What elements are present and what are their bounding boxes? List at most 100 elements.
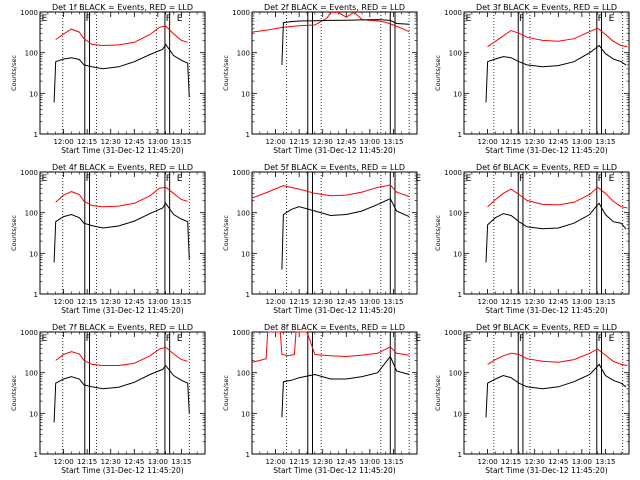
- events-series-line: [281, 355, 410, 418]
- events-series-line: [485, 202, 627, 263]
- panel-det-6: Det 6f BLACK = Events, RED = LLD 1 10 100 10…: [434, 163, 630, 315]
- x-tick-label: 12:00: [477, 298, 497, 306]
- x-tick-label: 12:15: [501, 458, 521, 466]
- x-tick-label: 12:00: [265, 298, 285, 306]
- interval-marker-e: E: [415, 334, 421, 344]
- x-axis-label: Start Time (31-Dec-12 11:45:20): [273, 306, 395, 315]
- y-tick-label: 1000: [444, 169, 462, 177]
- panel-title: Det 8f BLACK = Events, RED = LLD: [264, 323, 405, 332]
- y-tick-label: 1: [34, 291, 38, 299]
- lld-series-line: [251, 331, 410, 363]
- x-tick-label: 13:00: [148, 458, 168, 466]
- x-tick-label: 12:30: [313, 458, 333, 466]
- panel-title: Det 3f BLACK = Events, RED = LLD: [476, 3, 617, 12]
- x-tick-label: 12:15: [77, 458, 97, 466]
- events-series-line: [281, 19, 410, 65]
- x-tick-label: 12:30: [525, 458, 545, 466]
- panel-det-7: Det 7f BLACK = Events, RED = LLD 1 10 100 10…: [10, 323, 206, 475]
- x-tick-label: 13:00: [148, 138, 168, 146]
- x-tick-label: 13:00: [148, 298, 168, 306]
- y-tick-label: 10: [29, 250, 38, 258]
- panel-title: Det 1f BLACK = Events, RED = LLD: [52, 3, 193, 12]
- interval-marker-f: F: [519, 174, 524, 184]
- x-tick-label: 12:45: [336, 138, 356, 146]
- y-axis-label: Counts/sec: [434, 215, 442, 251]
- panel-det-8: Det 8f BLACK = Events, RED = LLD 1 10 100 10…: [222, 323, 421, 475]
- x-tick-label: 12:00: [53, 298, 73, 306]
- x-axis-label: Start Time (31-Dec-12 11:45:20): [273, 146, 395, 155]
- x-axis-label: Start Time (31-Dec-12 11:45:20): [485, 306, 607, 315]
- interval-marker-e: E: [609, 334, 615, 344]
- x-tick-label: 13:00: [572, 138, 592, 146]
- y-axis-label: Counts/sec: [222, 215, 230, 251]
- x-tick-label: 13:00: [360, 298, 380, 306]
- y-tick-label: 100: [237, 50, 250, 58]
- x-tick-label: 12:45: [548, 298, 568, 306]
- y-axis-label: Counts/sec: [434, 55, 442, 91]
- x-axis-label: Start Time (31-Dec-12 11:45:20): [485, 466, 607, 475]
- x-tick-label: 13:00: [572, 298, 592, 306]
- y-axis-label: Counts/sec: [10, 375, 18, 411]
- x-tick-label: 12:00: [477, 138, 497, 146]
- lld-series-line: [55, 346, 188, 366]
- y-tick-label: 10: [241, 410, 250, 418]
- x-tick-label: 12:45: [124, 298, 144, 306]
- y-tick-label: 10: [29, 410, 38, 418]
- x-tick-label: 12:00: [53, 138, 73, 146]
- interval-marker-f: F: [166, 334, 171, 344]
- interval-marker-e: E: [609, 174, 615, 184]
- x-tick-label: 12:00: [265, 138, 285, 146]
- interval-marker-e: E: [42, 174, 48, 184]
- plot-frame: [39, 11, 206, 135]
- x-tick-label: 12:15: [289, 138, 309, 146]
- y-tick-label: 1000: [232, 9, 250, 17]
- x-tick-label: 13:15: [383, 298, 403, 306]
- y-tick-label: 1: [246, 131, 250, 139]
- plot-frame: [251, 171, 418, 295]
- y-tick-label: 100: [237, 370, 250, 378]
- interval-marker-e: E: [177, 334, 183, 344]
- y-axis-label: Counts/sec: [10, 55, 18, 91]
- y-tick-label: 10: [453, 250, 462, 258]
- y-tick-label: 1: [458, 451, 462, 459]
- y-tick-label: 1: [458, 131, 462, 139]
- y-tick-label: 1: [246, 451, 250, 459]
- interval-marker-e: E: [177, 174, 183, 184]
- interval-marker-e: E: [177, 14, 183, 24]
- x-tick-label: 13:15: [383, 138, 403, 146]
- plot-frame: [463, 171, 630, 295]
- y-tick-label: 1000: [20, 169, 38, 177]
- y-tick-label: 1: [34, 131, 38, 139]
- interval-marker-f: F: [519, 14, 524, 24]
- interval-marker-f: F: [598, 174, 603, 184]
- interval-marker-f: F: [86, 334, 91, 344]
- x-tick-label: 12:15: [289, 298, 309, 306]
- interval-marker-e: E: [42, 14, 48, 24]
- lld-series-line: [487, 186, 628, 209]
- panel-det-4: Det 4f BLACK = Events, RED = LLD 1 10 100 10…: [10, 163, 206, 315]
- y-tick-label: 10: [241, 250, 250, 258]
- panel-det-3: Det 3f BLACK = Events, RED = LLD 1 10 100 10…: [434, 3, 630, 155]
- y-tick-label: 100: [25, 210, 38, 218]
- y-axis-label: Counts/sec: [222, 55, 230, 91]
- plot-frame: [39, 171, 206, 295]
- interval-marker-f: F: [519, 334, 524, 344]
- x-tick-label: 12:30: [525, 298, 545, 306]
- y-tick-label: 1000: [232, 329, 250, 337]
- plot-frame: [463, 331, 630, 455]
- x-tick-label: 12:45: [124, 458, 144, 466]
- events-series-line: [485, 44, 627, 103]
- lld-series-line: [251, 11, 410, 33]
- interval-marker-e: E: [466, 334, 472, 344]
- x-axis-label: Start Time (31-Dec-12 11:45:20): [61, 466, 183, 475]
- y-tick-label: 1000: [444, 9, 462, 17]
- x-tick-label: 12:45: [336, 458, 356, 466]
- interval-marker-f: F: [166, 174, 171, 184]
- y-tick-label: 100: [449, 370, 462, 378]
- lld-series-line: [55, 186, 188, 208]
- x-tick-label: 12:30: [101, 138, 121, 146]
- y-tick-label: 100: [25, 370, 38, 378]
- y-tick-label: 10: [29, 90, 38, 98]
- events-series-line: [53, 43, 190, 103]
